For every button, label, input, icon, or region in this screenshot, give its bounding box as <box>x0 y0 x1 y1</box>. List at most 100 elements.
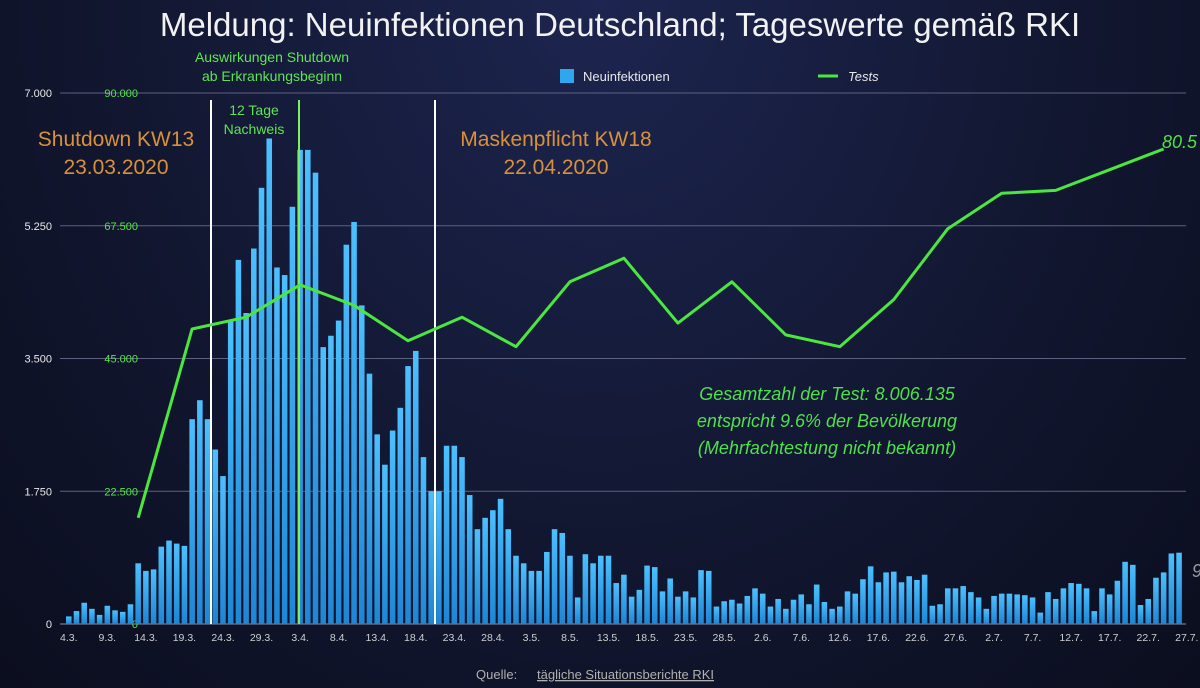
bar <box>1114 580 1121 624</box>
bar <box>736 603 743 624</box>
bar <box>436 491 442 624</box>
bar <box>544 551 550 624</box>
bar <box>721 601 727 624</box>
bar <box>166 540 172 624</box>
source-prefix: Quelle: <box>476 667 517 682</box>
bar <box>960 586 966 624</box>
bar <box>567 555 573 624</box>
bar <box>482 517 488 624</box>
bar <box>1122 561 1128 624</box>
x-tick-label: 2.6. <box>754 632 772 644</box>
bar <box>451 445 458 624</box>
x-tick-label: 12.7. <box>1059 632 1082 644</box>
annotation-shutdown-line1: Shutdown KW13 <box>38 128 194 151</box>
left-axis-ticks: 0 1.750 3.500 5.250 7.000 <box>24 88 52 631</box>
bar <box>906 576 912 624</box>
bar <box>1137 605 1144 624</box>
bar <box>312 172 319 624</box>
source-link[interactable]: tägliche Situationsberichte RKI <box>537 667 714 682</box>
x-tick-label: 28.4. <box>481 632 504 644</box>
bar <box>1045 592 1051 624</box>
legend-bar-swatch <box>560 69 574 83</box>
legend-line-label: Tests <box>848 69 879 84</box>
line-series-tests <box>136 147 1165 519</box>
bar <box>127 604 134 624</box>
bar <box>829 608 835 624</box>
bar <box>590 563 596 624</box>
x-tick-label: 22.7. <box>1137 632 1160 644</box>
bar <box>266 138 273 624</box>
bar <box>613 583 619 624</box>
bar <box>528 570 535 624</box>
bar <box>991 595 997 624</box>
bar <box>1076 583 1082 624</box>
bar <box>975 597 982 624</box>
bar <box>682 591 689 624</box>
bar <box>1160 572 1167 624</box>
bar <box>289 206 296 625</box>
bar <box>1099 588 1105 624</box>
bar <box>813 584 820 624</box>
bar <box>1006 593 1013 624</box>
bar <box>135 563 141 624</box>
bar <box>644 565 650 624</box>
bar <box>227 320 234 624</box>
bar <box>983 608 990 624</box>
bar <box>698 570 704 624</box>
bar <box>1145 598 1151 624</box>
x-tick-label: 4.3. <box>60 632 78 644</box>
x-tick-label: 13.5. <box>597 632 620 644</box>
bar <box>783 608 789 624</box>
bar <box>952 588 959 624</box>
bar <box>459 457 465 624</box>
x-tick-label: 17.7. <box>1098 632 1121 644</box>
bar <box>143 570 149 624</box>
bar <box>775 598 781 624</box>
bar <box>767 606 774 624</box>
bar <box>744 595 751 624</box>
bar <box>243 312 249 624</box>
bar <box>297 149 303 624</box>
bar <box>574 597 581 624</box>
bar <box>914 580 920 624</box>
bar <box>1153 577 1159 624</box>
x-tick-label: 18.5. <box>635 632 658 644</box>
bar <box>667 578 673 624</box>
x-tick-label: 12.6. <box>828 632 851 644</box>
annotation-total-tests-line2: entspricht 9.6% der Bevölkerung <box>697 411 957 431</box>
bar <box>752 588 758 624</box>
bar <box>189 419 195 624</box>
annotation-masks-line2: 22.04.2020 <box>503 156 608 179</box>
bar <box>474 529 481 624</box>
x-tick-label: 2.7. <box>985 632 1003 644</box>
right-axis-ticks: 0 22.500 45.000 67.500 90.000 <box>104 88 138 631</box>
x-tick-label: 13.4. <box>366 632 389 644</box>
x-tick-label: 3.5. <box>523 632 541 644</box>
bar <box>281 275 288 624</box>
bar <box>1176 552 1182 624</box>
bar <box>790 599 797 624</box>
bar <box>343 244 350 624</box>
bar <box>844 591 851 624</box>
annotation-total-tests-line3: (Mehrfachtestung nicht bekannt) <box>698 438 956 458</box>
bar <box>929 605 936 624</box>
y-right-tick-label: 22.500 <box>104 486 138 498</box>
annotation-effect-line1: Auswirkungen Shutdown <box>195 49 349 65</box>
bar <box>806 604 812 624</box>
bar <box>397 407 404 624</box>
x-tick-label: 22.6. <box>905 632 928 644</box>
bar <box>320 347 326 624</box>
bar <box>659 591 666 624</box>
bar <box>66 616 72 624</box>
x-tick-label: 9.3. <box>99 632 117 644</box>
bar <box>860 579 866 624</box>
bar <box>389 430 396 624</box>
bar <box>197 400 203 624</box>
bar <box>497 498 504 624</box>
bar <box>690 597 697 624</box>
x-tick-label: 8.5. <box>561 632 579 644</box>
bar <box>443 445 450 624</box>
bar <box>513 555 519 624</box>
bar <box>821 602 828 624</box>
x-tick-label: 7.6. <box>793 632 811 644</box>
